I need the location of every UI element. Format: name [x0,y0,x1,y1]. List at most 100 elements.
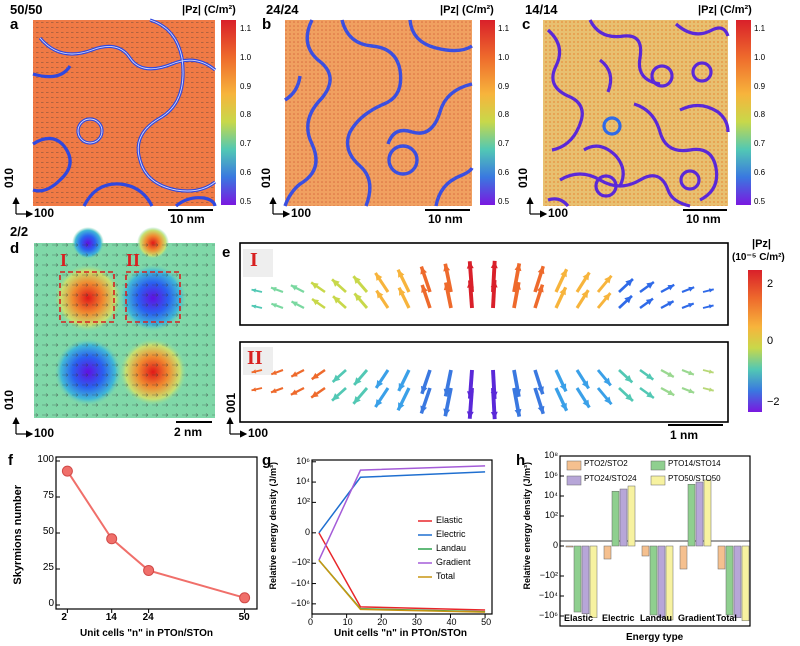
colorbar-e-unit: (10⁻⁵ C/m²) [732,252,785,263]
cb-a-tick: 0.5 [240,196,252,206]
colorbar-a [221,20,236,205]
g-series-landau [318,559,486,613]
h-bar [573,545,582,613]
panel-e-arrows-I [251,260,714,310]
polarization-arrow-head [353,396,361,404]
h-bar [657,545,666,619]
panel-c-title: 14/14 [525,2,558,17]
polarization-arrow-head [311,282,319,290]
h-ytick-label: 10² [544,510,558,520]
polarization-arrow-head [708,304,714,309]
polarization-arrow-head [271,370,277,375]
polarization-arrow-head [582,272,590,281]
polarization-arrow-head [490,411,498,420]
panel-e-letter: e [222,244,231,261]
h-ytick-label: 10⁴ [544,490,558,500]
chart-h [559,455,751,627]
panel-e-axis-h: 100 [248,426,269,440]
cb-c-tick: 0.6 [754,167,766,177]
h-xtick-label: Electric [602,613,635,623]
f-ytick-label: 75 [42,490,54,501]
f-xtick-label: 2 [61,612,67,623]
cb-c-tick: 0.8 [754,110,766,120]
colorbar-c-title: |Pz| (C/m²) [698,4,752,16]
h-bar [641,545,650,557]
colorbar-b-ticks: 1.1 1.0 0.9 0.8 0.7 0.6 0.5 [498,15,509,217]
polarization-arrow-head [667,284,675,291]
polarization-arrow-head [514,408,522,417]
h-bar [695,481,704,547]
h-bar [733,545,742,619]
g-ytick-label: 10⁶ [296,455,310,466]
g-ytick-label: −10⁴ [290,577,310,588]
g-ytick-label: 10² [296,496,310,507]
cb-c-tick: 1.1 [754,24,766,33]
polarization-arrow-head [398,269,405,278]
polarization-arrow-head [645,298,654,305]
polarization-arrow-head [443,408,451,417]
polarization-arrow-head [420,385,428,394]
g-series-elastic [318,532,486,611]
h-bar [741,545,750,622]
cb-c-tick: 0.9 [754,81,766,91]
g-legend-label: Landau [436,543,467,553]
h-legend-label: PTO50/STO50 [668,474,721,483]
polarization-arrow-head [560,269,567,278]
polarization-arrow-head [271,287,277,292]
panel-h-letter: h [516,452,526,469]
polarization-arrow-head [604,396,612,405]
polarization-arrow-head [581,380,589,389]
panel-a-scalebar-label: 10 nm [170,212,205,226]
h-bar [725,545,734,616]
polarization-arrow-head [311,372,319,380]
g-series-gradient [318,465,486,561]
h-xtick-label: Elastic [564,613,594,623]
polarization-arrow-head [398,402,405,411]
polarization-arrow-head [333,296,341,304]
polarization-arrow-head [603,377,611,386]
panel-d-box1-label: I [60,250,68,270]
cb-b-tick: 1.0 [498,52,510,62]
panel-b-axis-v: 010 [259,168,273,189]
cb-a-tick: 1.0 [240,52,252,62]
panel-a-letter: a [10,16,19,33]
panel-b-map [283,19,474,207]
polarization-arrow-head [708,369,714,374]
cb-c-tick: 1.0 [754,52,766,62]
polarization-arrow-head [251,369,257,374]
polarization-arrow-head [375,399,383,408]
colorbar-a-title: |Pz| (C/m²) [182,4,236,16]
polarization-arrow-head [251,387,257,392]
cb-b-tick: 0.5 [498,196,510,206]
panel-c-axis-v: 010 [516,168,530,189]
polarization-arrow-head [443,263,451,272]
h-ytick-label: −10² [539,570,558,580]
g-ytick-label: −10² [291,557,310,568]
cb-a-tick: 0.9 [240,81,252,91]
cb-a-tick: 1.1 [240,24,252,33]
polarization-arrow-head [560,402,567,411]
cb-c-tick: 0.5 [754,196,766,206]
colorbar-e-tick-top: 2 [767,278,774,290]
h-bar [687,483,696,547]
g-xtick-label: 0 [308,617,314,627]
chart-g [311,459,493,618]
chart-g-ylabel: Relative energy density (J/m³) [268,462,278,590]
h-xtick-label: Landau [640,613,673,623]
g-ytick-label: 0 [304,526,310,537]
colorbar-b-title: |Pz| (C/m²) [440,4,494,16]
h-legend-label: PTO14/STO14 [668,459,721,468]
polarization-arrow-head [466,411,474,419]
polarization-arrow-head [420,266,427,275]
f-ytick-label: 100 [37,454,54,465]
panel-f-letter: f [8,452,13,469]
chart-h-ylabel: Relative energy density (J/m³) [522,462,532,590]
panel-d-box2-label: II [126,250,141,270]
g-xtick-label: 10 [342,617,353,627]
polarization-arrow-head [667,371,674,377]
polarization-arrow-head [646,391,654,398]
panel-a-axis-h: 100 [34,206,55,220]
polarization-arrow-head [536,284,544,293]
polarization-arrow-head [603,293,611,301]
